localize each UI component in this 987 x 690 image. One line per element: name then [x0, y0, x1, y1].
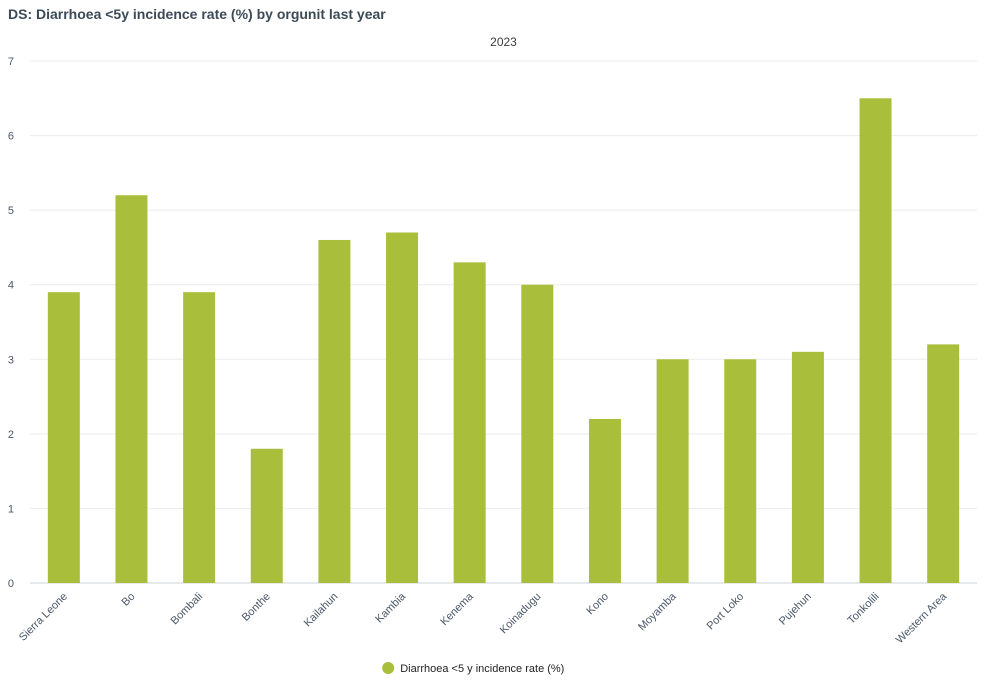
- bar-port-loko[interactable]: [724, 359, 757, 583]
- y-tick-label: 6: [8, 131, 14, 143]
- bar-kenema[interactable]: [453, 262, 486, 583]
- y-tick-label: 3: [8, 354, 14, 366]
- legend-label[interactable]: Diarrhoea <5 y incidence rate (%): [400, 663, 564, 675]
- x-tick-label: Kailahun: [302, 591, 341, 630]
- bar-kambia[interactable]: [386, 232, 419, 583]
- x-tick-label: Pujehun: [777, 591, 814, 628]
- x-tick-label: Koinadugu: [498, 591, 544, 637]
- bar-pujehun[interactable]: [791, 351, 824, 583]
- y-tick-label: 4: [8, 280, 14, 292]
- y-tick-label: 5: [8, 205, 14, 217]
- bar-bonthe[interactable]: [250, 448, 283, 583]
- x-tick-label: Bo: [120, 591, 138, 609]
- x-tick-label: Tonkolili: [845, 591, 881, 627]
- bar-sierra-leone[interactable]: [47, 292, 80, 583]
- y-tick-label: 1: [8, 503, 14, 515]
- x-tick-label: Western Area: [894, 590, 950, 646]
- legend-marker[interactable]: [382, 662, 395, 674]
- bar-kono[interactable]: [588, 418, 621, 583]
- bar-bo[interactable]: [115, 195, 148, 583]
- x-tick-label: Moyamba: [636, 590, 679, 633]
- chart-title: DS: Diarrhoea <5y incidence rate (%) by …: [8, 6, 386, 22]
- x-tick-label: Kenema: [438, 590, 476, 628]
- bar-koinadugu[interactable]: [521, 284, 554, 583]
- x-tick-label: Bombali: [169, 591, 206, 628]
- bar-tonkolili[interactable]: [859, 98, 892, 584]
- x-tick-label: Kono: [584, 591, 611, 618]
- bar-western-area[interactable]: [927, 344, 960, 583]
- x-tick-label: Bonthe: [240, 591, 273, 624]
- x-tick-label: Kambia: [373, 590, 408, 625]
- x-tick-label: Sierra Leone: [17, 591, 70, 644]
- bar-bombali[interactable]: [183, 292, 216, 583]
- y-tick-label: 0: [8, 578, 14, 590]
- bar-kailahun[interactable]: [318, 239, 351, 583]
- y-tick-label: 7: [8, 56, 14, 68]
- chart-subtitle: 2023: [490, 35, 517, 49]
- bar-moyamba[interactable]: [656, 359, 689, 583]
- y-tick-label: 2: [8, 429, 14, 441]
- x-tick-label: Port Loko: [705, 591, 747, 633]
